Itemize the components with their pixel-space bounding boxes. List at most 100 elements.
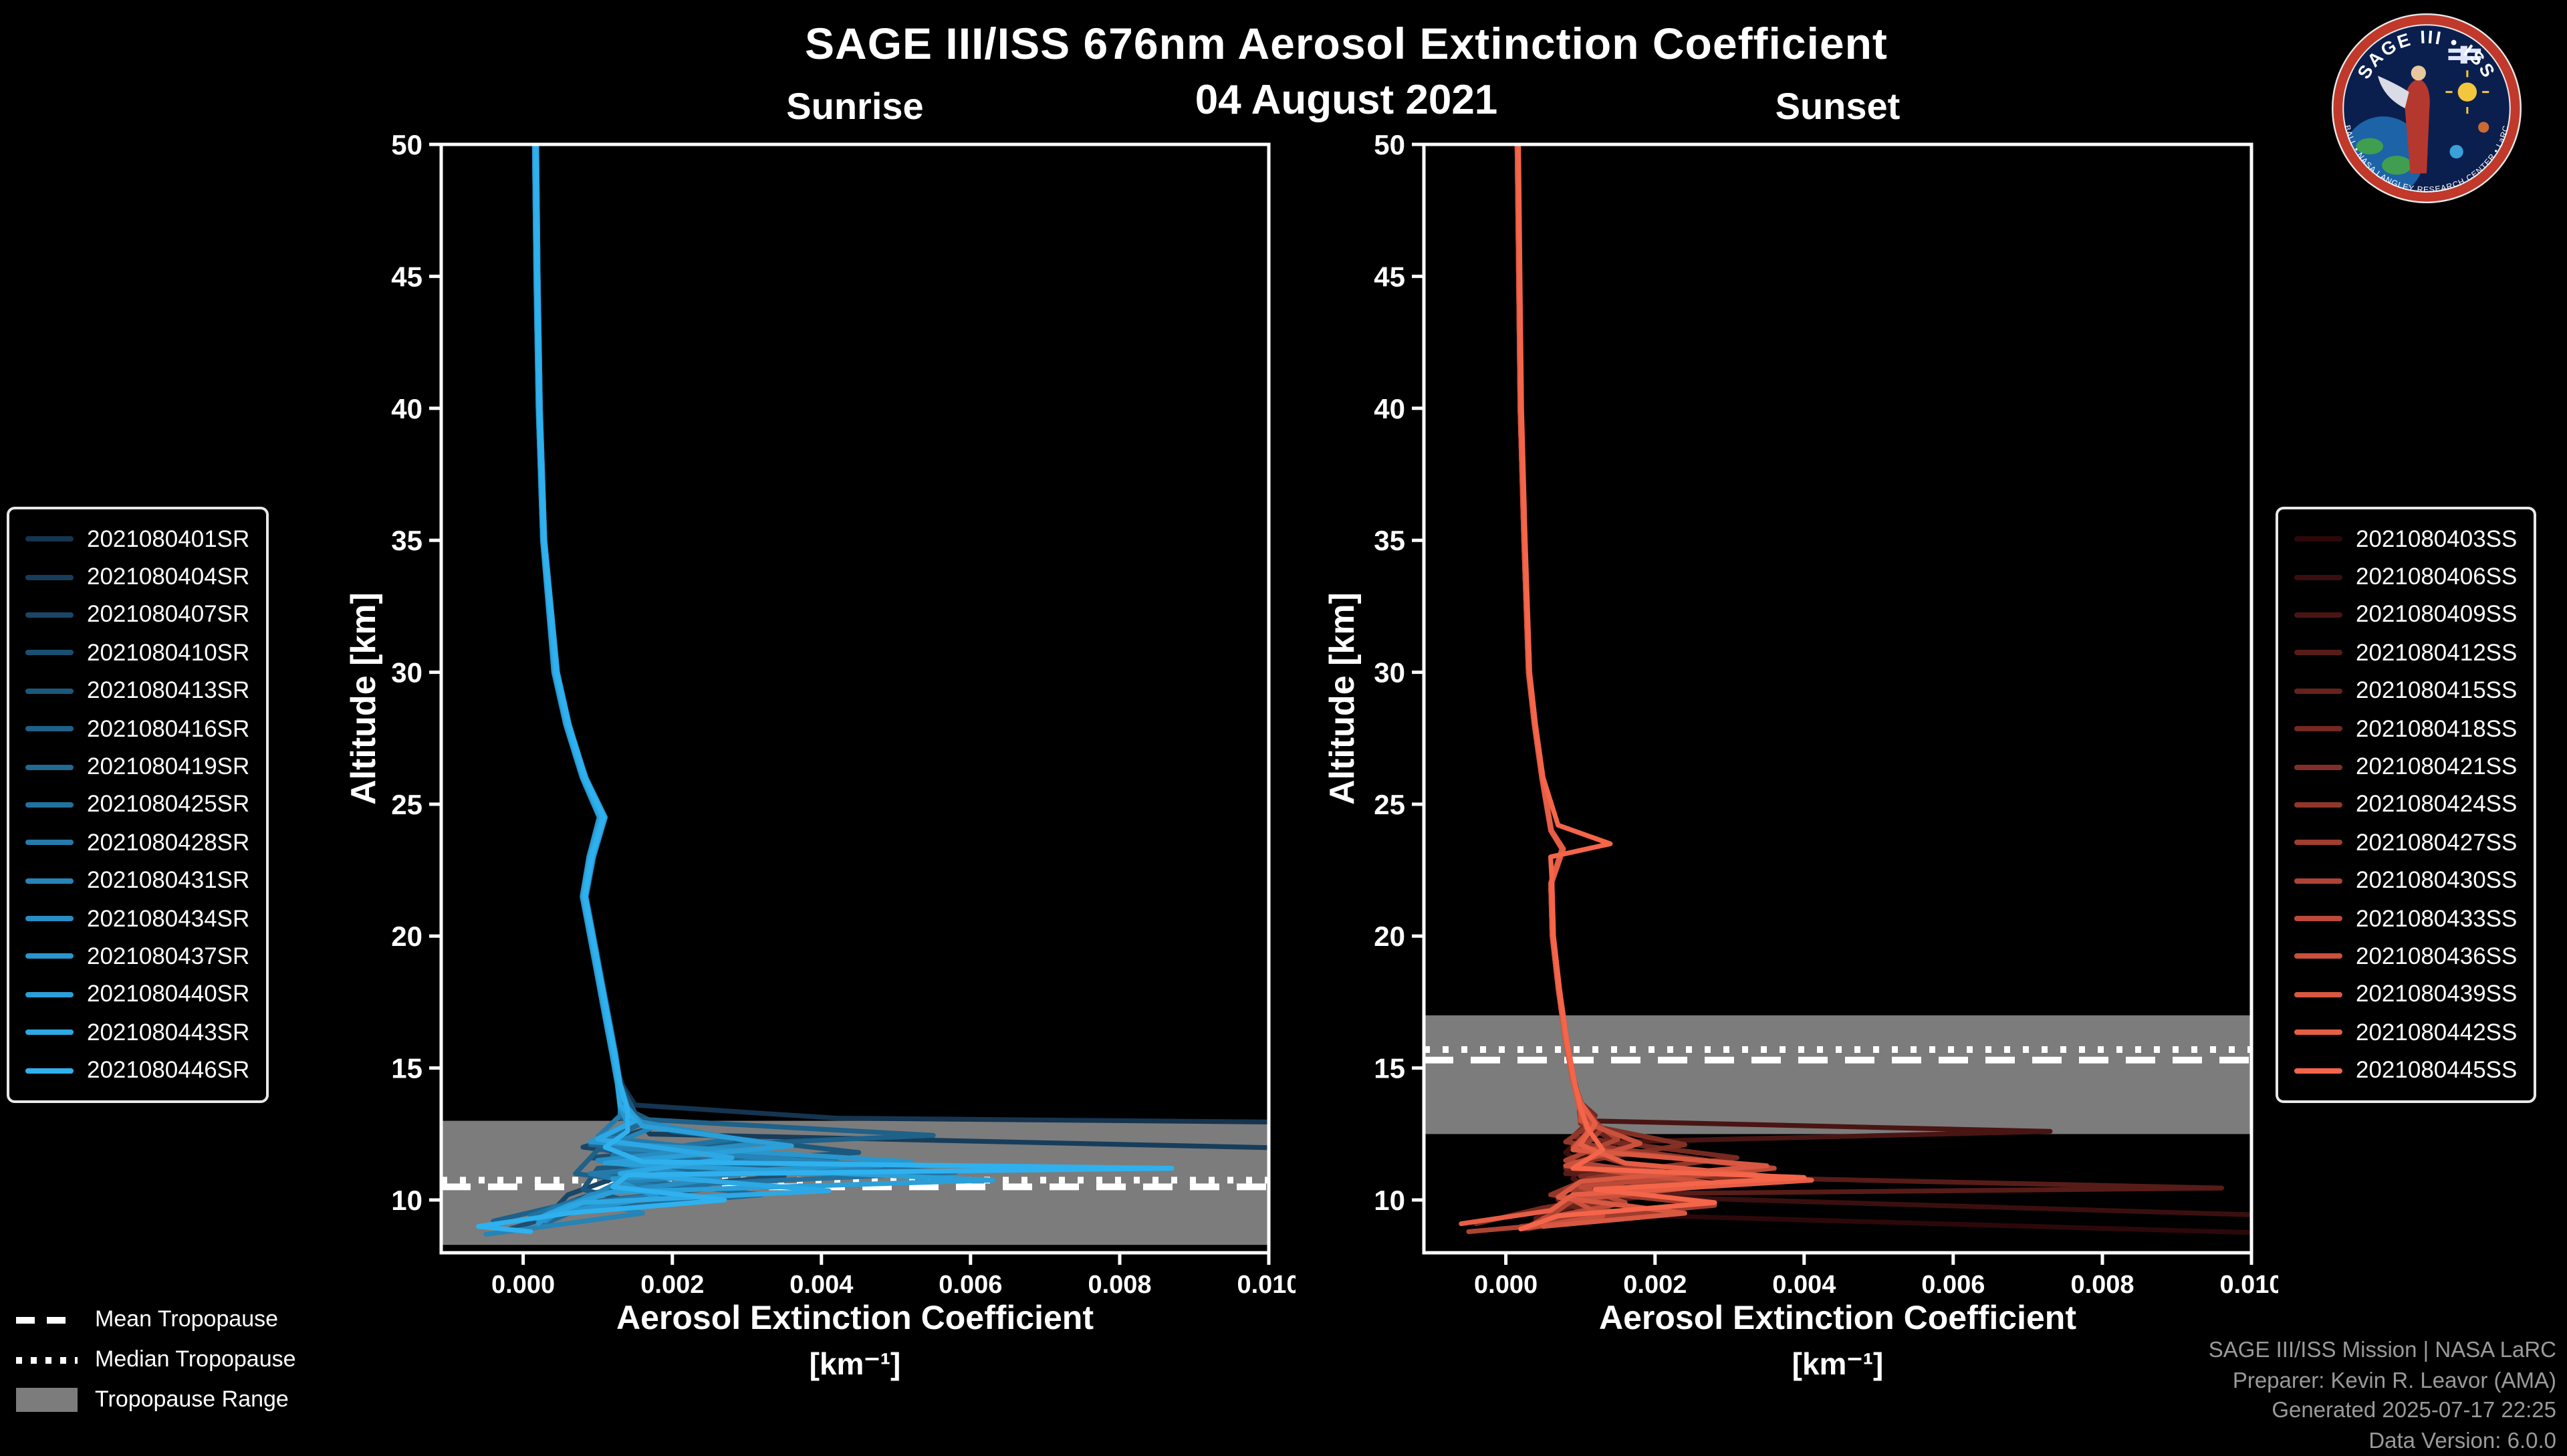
legend-line-swatch [2294, 764, 2342, 770]
x-tick-label: 0.002 [1623, 1271, 1687, 1299]
y-tick-label: 50 [391, 129, 422, 160]
dashed-line-icon [16, 1316, 78, 1323]
x-axis-label-sunrise: Aerosol Extinction Coefficient [616, 1300, 1094, 1337]
x-axis-units-sunset: [km⁻¹] [1792, 1346, 1884, 1381]
logo-figure [2405, 78, 2430, 174]
legend-label: 2021080443SR [87, 1018, 250, 1046]
legend-line-swatch [25, 1029, 74, 1036]
legend-sunrise-events: 2021080401SR 2021080404SR 2021080407SR 2021… [7, 507, 269, 1103]
legend-sunset-events: 2021080403SS 2021080406SS 2021080409SS 2021… [2276, 507, 2536, 1103]
legend-label: Mean Tropopause [95, 1306, 279, 1332]
x-axis-label-sunset: Aerosol Extinction Coefficient [1599, 1300, 2076, 1337]
x-tick-label: 0.008 [2070, 1271, 2134, 1299]
legend-line-swatch [2294, 536, 2342, 542]
profile-line-2021080410SR [498, 144, 787, 1235]
legend-item: 2021080445SS [2294, 1052, 2517, 1090]
legend-label: 2021080415SS [2356, 677, 2518, 704]
legend-line-swatch [25, 840, 74, 846]
legend-label: 2021080413SR [87, 677, 250, 704]
legend-line-swatch [2294, 650, 2342, 656]
panel-title-sunrise: Sunrise [786, 86, 924, 127]
legend-item: 2021080409SS [2294, 596, 2517, 634]
credit-line-version: Data Version: 6.0.0 [2368, 1429, 2556, 1453]
legend-item: 2021080433SS [2294, 900, 2517, 938]
y-tick-label: 35 [391, 525, 422, 556]
legend-item: 2021080421SS [2294, 748, 2517, 786]
legend-line-swatch [2294, 688, 2342, 694]
legend-line-swatch [25, 612, 74, 618]
legend-item: 2021080410SR [25, 634, 249, 672]
legend-line-swatch [25, 688, 74, 694]
legend-line-swatch [25, 764, 74, 770]
profile-line-2021080443SR [533, 144, 832, 1219]
legend-line-swatch [25, 878, 74, 884]
panel-title-sunset: Sunset [1775, 86, 1901, 127]
credit-line-mission: SAGE III/ISS Mission | NASA LaRC [2208, 1338, 2556, 1362]
x-tick-label: 0.006 [939, 1271, 1002, 1299]
figure-title: SAGE III/ISS 676nm Aerosol Extinction Co… [805, 19, 1888, 68]
legend-label: 2021080446SR [87, 1056, 250, 1084]
plot-border [439, 142, 1271, 1255]
legend-item: 2021080434SR [25, 900, 249, 938]
y-tick-label: 40 [391, 393, 422, 424]
legend-label: 2021080418SS [2356, 715, 2518, 742]
legend-label: 2021080440SR [87, 980, 250, 1007]
legend-item: 2021080440SR [25, 975, 249, 1013]
x-axis-units-sunrise: [km⁻¹] [809, 1346, 901, 1381]
legend-line-swatch [25, 726, 74, 732]
legend-item: 2021080443SR [25, 1013, 249, 1052]
legend-item: 2021080439SS [2294, 975, 2517, 1013]
profile-line-2021080446SR [476, 144, 1175, 1235]
legend-line-swatch [2294, 1068, 2342, 1074]
legend-label: 2021080437SR [87, 942, 250, 969]
credits-block: SAGE III/ISS Mission | NASA LaRC Prepare… [2209, 1336, 2556, 1456]
legend-label: 2021080439SS [2356, 980, 2518, 1007]
y-tick-label: 40 [1374, 393, 1405, 424]
legend-label: 2021080434SR [87, 904, 250, 932]
legend-label: 2021080419SR [87, 753, 250, 780]
legend-item: 2021080404SR [25, 558, 249, 596]
legend-label: 2021080430SS [2356, 866, 2518, 894]
legend-label: 2021080407SR [87, 600, 250, 628]
profile-line-2021080445SS [1516, 144, 1807, 1232]
legend-item: 2021080430SS [2294, 862, 2517, 900]
legend-item: Mean Tropopause [16, 1300, 296, 1340]
legend-item: 2021080401SR [25, 520, 249, 558]
legend-item: 2021080406SS [2294, 558, 2517, 596]
legend-line-swatch [2294, 802, 2342, 808]
legend-label: 2021080442SS [2356, 1018, 2518, 1046]
profile-line-2021080413SR [534, 144, 862, 1221]
legend-line-swatch [25, 574, 74, 580]
legend-item: 2021080416SR [25, 710, 249, 748]
legend-line-swatch [25, 1068, 74, 1074]
y-tick-label: 35 [1374, 525, 1405, 556]
x-tick-label: 0.002 [640, 1271, 704, 1299]
legend-label: 2021080401SR [87, 525, 250, 552]
x-tick-label: 0.008 [1088, 1271, 1151, 1299]
legend-label: 2021080403SS [2356, 525, 2518, 552]
x-tick-label: 0.000 [491, 1271, 555, 1299]
profile-line-2021080440SR [534, 144, 996, 1221]
profile-line-2021080428SR [534, 144, 794, 1224]
y-tick-label: 10 [391, 1185, 422, 1216]
x-tick-label: 0.010 [2219, 1271, 2278, 1299]
legend-line-swatch [2294, 878, 2342, 884]
x-tick-label: 0.000 [1474, 1271, 1538, 1299]
legend-line-swatch [2294, 953, 2342, 959]
legend-line-swatch [2294, 991, 2342, 997]
legend-label: 2021080431SR [87, 866, 250, 894]
legend-label: Median Tropopause [95, 1346, 296, 1372]
legend-label: Tropopause Range [95, 1386, 289, 1412]
tropopause-range-band [1424, 1015, 2251, 1134]
legend-label: 2021080436SS [2356, 942, 2518, 969]
legend-item: 2021080431SR [25, 862, 249, 900]
legend-item: 2021080425SR [25, 785, 249, 824]
profile-line-2021080425SR [528, 144, 959, 1219]
logo-planet [2478, 122, 2489, 133]
y-tick-label: 25 [391, 789, 422, 820]
profile-line-2021080404SR [533, 144, 1269, 1150]
logo-wing [2377, 76, 2409, 108]
legend-item: 2021080407SR [25, 596, 249, 634]
credit-line-generated: Generated 2025-07-17 22:25 [2272, 1399, 2556, 1423]
